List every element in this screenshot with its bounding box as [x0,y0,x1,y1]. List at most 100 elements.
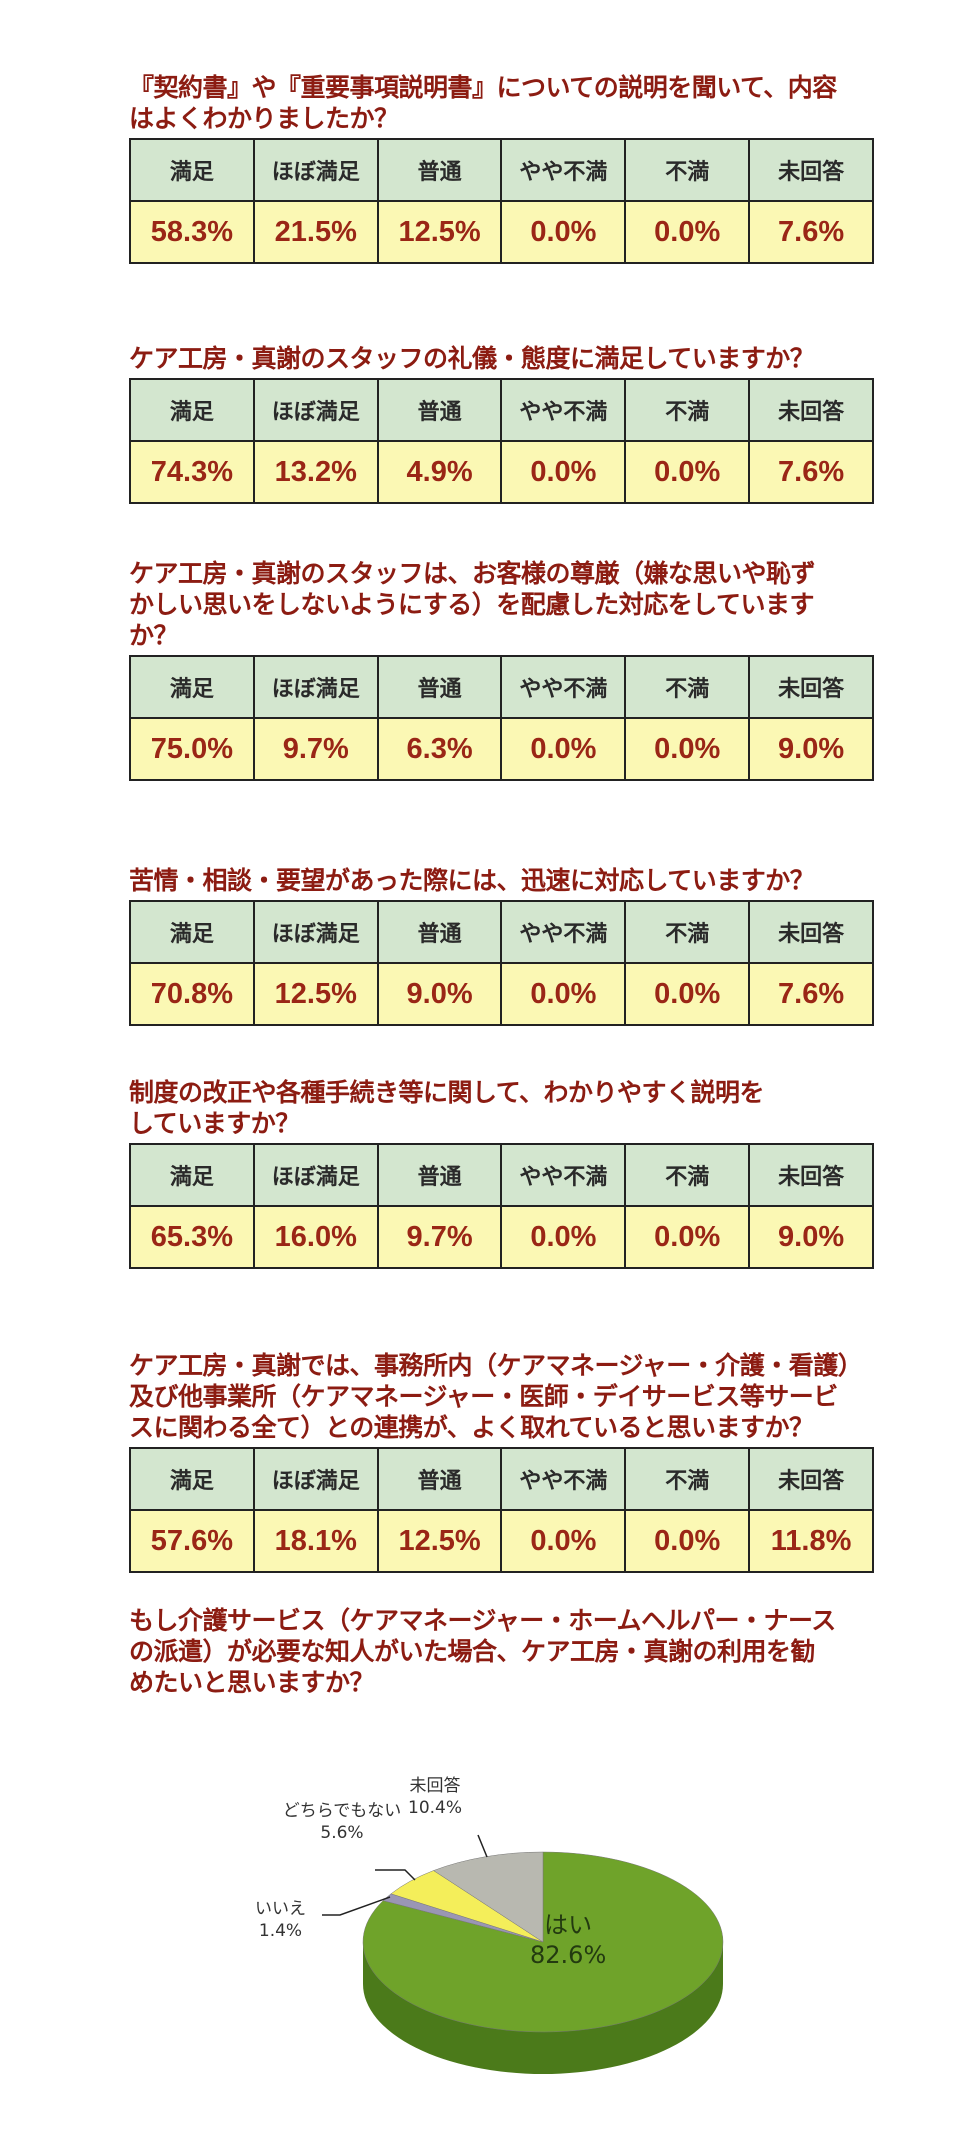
header-cell: 不満 [624,378,751,442]
question-title-line: スに関わる全て）との連携が、よく取れていると思いますか？ [129,1413,814,1442]
question-title: 『契約書』や『重要事項説明書』についての説明を聞いて、内容 はよくわかりましたか？ [129,72,889,134]
value-cell: 74.3% [129,440,255,504]
header-cell: 未回答 [748,655,874,719]
value-cell: 9.0% [748,717,874,781]
pie-label: どちらでもない 5.6% [282,1800,402,1844]
value-cell: 0.0% [624,717,751,781]
header-cell: 普通 [376,138,503,202]
value-cell: 16.0% [252,1205,379,1269]
header-cell: やや不満 [500,1143,627,1207]
header-cell: ほぼ満足 [252,1143,379,1207]
pie-label: いいえ 1.4% [255,1898,306,1942]
value-cell: 0.0% [500,1205,627,1269]
header-cell: 未回答 [748,1447,874,1511]
header-cell: 未回答 [748,138,874,202]
value-cell: 0.0% [500,1509,627,1573]
result-table: 満足 ほぼ満足 普通 やや不満 不満 未回答 70.8% 12.5% 9.0% 0.0% 0.0% 7… [129,900,874,1026]
header-cell: 満足 [129,1447,255,1511]
value-cell: 70.8% [129,962,255,1026]
header-cell: ほぼ満足 [252,138,379,202]
value-cell: 58.3% [129,200,255,264]
value-row: 65.3% 16.0% 9.7% 0.0% 0.0% 9.0% [129,1205,874,1269]
value-cell: 0.0% [624,440,751,504]
question-title: ケア工房・真謝のスタッフは、お客様の尊厳（嫌な思いや恥ず かしい思いをしないように… [129,558,889,651]
value-cell: 6.3% [376,717,503,781]
value-cell: 65.3% [129,1205,255,1269]
header-cell: ほぼ満足 [252,378,379,442]
value-cell: 0.0% [624,1205,751,1269]
question-title-line: 制度の改正や各種手続き等に関して、わかりやすく説明を [129,1078,765,1107]
chart-title: もし介護サービス（ケアマネージャー・ホームヘルパー・ナース の派遣）が必要な知人が… [129,1605,889,1698]
value-row: 58.3% 21.5% 12.5% 0.0% 0.0% 7.6% [129,200,874,264]
value-cell: 7.6% [748,962,874,1026]
header-cell: 普通 [376,1143,503,1207]
question-title-line: ケア工房・真謝のスタッフは、お客様の尊厳（嫌な思いや恥ず [129,559,816,588]
header-cell: 満足 [129,655,255,719]
pie-label-name: 未回答 [409,1776,461,1796]
header-cell: 不満 [624,655,751,719]
question-title-line: ケア工房・真謝のスタッフの礼儀・態度に満足していますか？ [129,344,815,373]
value-cell: 12.5% [376,200,503,264]
value-cell: 75.0% [129,717,255,781]
question-title: ケア工房・真謝のスタッフの礼儀・態度に満足していますか？ [129,343,889,374]
result-table: 満足 ほぼ満足 普通 やや不満 不満 未回答 75.0% 9.7% 6.3% 0.0% 0.0% 9.… [129,655,874,781]
question-title: ケア工房・真謝では、事務所内（ケアマネージャー・介護・看護） 及び他事業所（ケアマ… [129,1350,889,1443]
header-cell: やや不満 [500,378,627,442]
header-row: 満足 ほぼ満足 普通 やや不満 不満 未回答 [129,655,874,719]
value-cell: 9.7% [252,717,379,781]
header-cell: 普通 [376,1447,503,1511]
value-row: 75.0% 9.7% 6.3% 0.0% 0.0% 9.0% [129,717,874,781]
question-title-line: していますか？ [129,1109,300,1138]
pie-label-name: はい [544,1911,593,1939]
value-cell: 0.0% [500,200,627,264]
header-row: 満足 ほぼ満足 普通 やや不満 不満 未回答 [129,1447,874,1511]
value-cell: 9.7% [376,1205,503,1269]
header-cell: やや不満 [500,900,627,964]
value-cell: 11.8% [748,1509,874,1573]
header-cell: 不満 [624,1143,751,1207]
pie-label-name: どちらでもない [282,1801,402,1821]
header-cell: やや不満 [500,138,627,202]
header-cell: ほぼ満足 [252,655,379,719]
header-cell: 不満 [624,1447,751,1511]
question-title: 制度の改正や各種手続き等に関して、わかりやすく説明を していますか？ [129,1077,889,1139]
value-cell: 7.6% [748,200,874,264]
value-cell: 0.0% [500,962,627,1026]
value-cell: 9.0% [376,962,503,1026]
value-cell: 0.0% [500,717,627,781]
result-table: 満足 ほぼ満足 普通 やや不満 不満 未回答 65.3% 16.0% 9.7% 0.0% 0.0% 9… [129,1143,874,1269]
value-cell: 9.0% [748,1205,874,1269]
value-cell: 0.0% [624,962,751,1026]
value-row: 70.8% 12.5% 9.0% 0.0% 0.0% 7.6% [129,962,874,1026]
header-cell: やや不満 [500,1447,627,1511]
value-cell: 0.0% [500,440,627,504]
question-title-line: ケア工房・真謝では、事務所内（ケアマネージャー・介護・看護） [129,1351,863,1380]
chart-title-line: の派遣）が必要な知人がいた場合、ケア工房・真謝の利用を勧 [129,1637,816,1666]
value-cell: 12.5% [252,962,379,1026]
header-cell: 普通 [376,900,503,964]
value-cell: 4.9% [376,440,503,504]
value-cell: 12.5% [376,1509,503,1573]
header-cell: 満足 [129,900,255,964]
header-cell: やや不満 [500,655,627,719]
header-cell: 満足 [129,1143,255,1207]
pie-label-value: 5.6% [320,1823,364,1843]
header-cell: 未回答 [748,378,874,442]
header-cell: 満足 [129,378,255,442]
header-cell: ほぼ満足 [252,1447,379,1511]
header-cell: 普通 [376,655,503,719]
header-cell: 満足 [129,138,255,202]
question-title-line: 苦情・相談・要望があった際には、迅速に対応していますか？ [129,866,815,895]
value-row: 57.6% 18.1% 12.5% 0.0% 0.0% 11.8% [129,1509,874,1573]
header-cell: 普通 [376,378,503,442]
question-title-line: か？ [129,621,179,650]
header-cell: 不満 [624,900,751,964]
chart-title-line: もし介護サービス（ケアマネージャー・ホームヘルパー・ナース [129,1606,836,1635]
header-row: 満足 ほぼ満足 普通 やや不満 不満 未回答 [129,378,874,442]
value-cell: 7.6% [748,440,874,504]
pie-slice-3 [433,1851,544,1943]
header-cell: 未回答 [748,900,874,964]
header-cell: ほぼ満足 [252,900,379,964]
